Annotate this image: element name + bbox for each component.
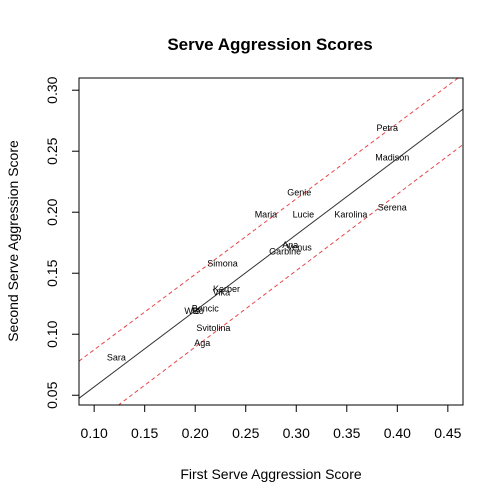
point-label: Lucie [293,210,315,220]
y-tick-label: 0.25 [44,137,60,164]
point-label: Petra [376,123,398,133]
point-label: Aga [194,338,210,348]
x-tick-label: 0.25 [232,425,259,441]
y-tick-label: 0.10 [44,320,60,347]
x-tick-label: 0.15 [131,425,158,441]
point-label: Wie [184,306,200,316]
point-label: Maria [255,210,278,220]
plot-frame [78,77,464,406]
y-axis-label: Second Serve Aggression Score [5,140,21,342]
lower-bound-line [117,144,463,405]
x-tick-label: 0.35 [333,425,360,441]
x-tick-label: 0.30 [283,425,310,441]
regression-line [79,108,463,399]
chart-title: Serve Aggression Scores [167,35,372,54]
point-label: Venus [287,243,313,253]
x-axis-label: First Serve Aggression Score [180,466,362,482]
point-label: Serena [378,202,407,212]
point-label: Karolina [334,210,367,220]
point-label: Kerber [213,284,240,294]
y-tick-label: 0.05 [44,381,60,408]
point-label: Bencic [192,304,220,314]
x-tick-label: 0.40 [384,425,411,441]
point-label: Vika [213,288,230,298]
y-tick-label: 0.15 [44,259,60,286]
point-label: Madison [375,152,409,162]
point-label: Genie [287,188,311,198]
point-label: Sara [107,352,126,362]
point-label: Garbine [269,246,301,256]
point-label: Simona [207,258,238,268]
y-tick-label: 0.30 [44,76,60,103]
point-label: Bo [193,306,204,316]
x-tick-label: 0.20 [182,425,209,441]
y-tick-label: 0.20 [44,198,60,225]
x-tick-label: 0.10 [81,425,108,441]
point-label: Svitolina [196,323,230,333]
x-tick-label: 0.45 [434,425,461,441]
point-label: Ana [282,240,298,250]
upper-bound-line [79,78,459,362]
